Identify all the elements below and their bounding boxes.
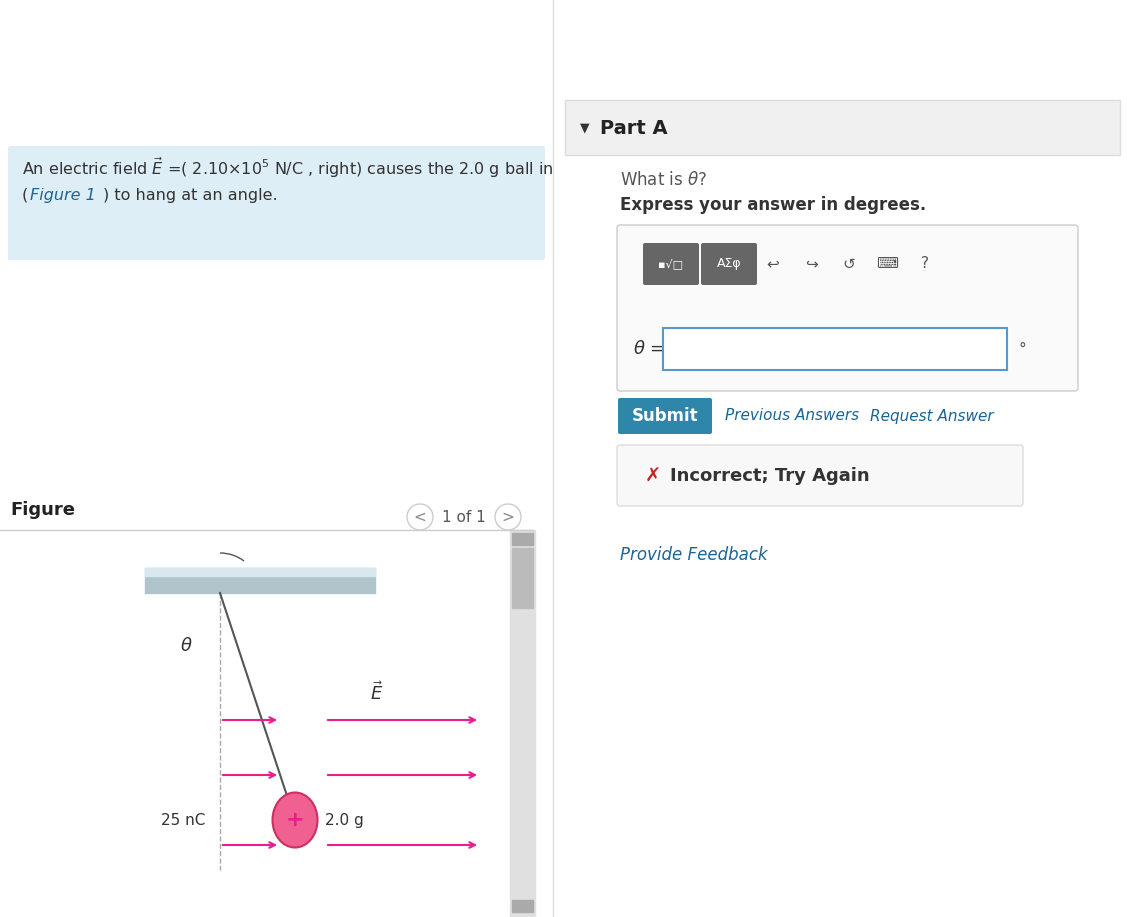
Text: >: > bbox=[502, 510, 514, 525]
Text: What is $\theta$?: What is $\theta$? bbox=[620, 171, 708, 189]
Bar bbox=[145, 568, 375, 593]
Text: Request Answer: Request Answer bbox=[870, 408, 994, 424]
Text: +: + bbox=[285, 810, 304, 830]
FancyBboxPatch shape bbox=[616, 445, 1023, 506]
FancyBboxPatch shape bbox=[616, 225, 1079, 391]
FancyBboxPatch shape bbox=[701, 243, 757, 285]
Text: Provide Feedback: Provide Feedback bbox=[620, 546, 767, 564]
Text: Figure: Figure bbox=[10, 501, 76, 519]
Text: ⌨: ⌨ bbox=[876, 257, 898, 271]
Text: Submit: Submit bbox=[632, 407, 699, 425]
Bar bbox=[512, 900, 533, 912]
Text: ✗: ✗ bbox=[645, 467, 662, 485]
Text: ?: ? bbox=[921, 257, 929, 271]
Bar bbox=[511, 530, 535, 917]
FancyBboxPatch shape bbox=[618, 398, 712, 434]
Text: ↺: ↺ bbox=[843, 257, 855, 271]
Text: An electric field $\vec{E}$ =( 2.10×10$^{5}$ N/C , right) causes the 2.0 g ball : An electric field $\vec{E}$ =( 2.10×10$^… bbox=[23, 156, 553, 180]
Text: $\theta$ =: $\theta$ = bbox=[633, 340, 665, 358]
Text: ) to hang at an angle.: ) to hang at an angle. bbox=[103, 188, 277, 203]
Text: $\vec{E}$: $\vec{E}$ bbox=[370, 681, 383, 704]
Text: Part A: Part A bbox=[600, 118, 667, 138]
Text: (: ( bbox=[23, 188, 28, 203]
Text: ▪√□: ▪√□ bbox=[658, 259, 684, 270]
Text: 25 nC: 25 nC bbox=[161, 813, 205, 828]
Text: <: < bbox=[414, 510, 426, 525]
Ellipse shape bbox=[273, 792, 318, 847]
Text: Figure 1: Figure 1 bbox=[30, 188, 96, 203]
Text: AΣφ: AΣφ bbox=[717, 258, 742, 271]
Bar bbox=[145, 568, 375, 576]
Text: 1 of 1: 1 of 1 bbox=[442, 510, 486, 525]
Bar bbox=[565, 100, 1120, 155]
FancyBboxPatch shape bbox=[644, 243, 699, 285]
Circle shape bbox=[495, 504, 521, 530]
Text: °: ° bbox=[1018, 341, 1026, 357]
Bar bbox=[512, 533, 533, 545]
Text: Incorrect; Try Again: Incorrect; Try Again bbox=[669, 467, 870, 485]
Text: ↪: ↪ bbox=[805, 257, 817, 271]
Text: ↩: ↩ bbox=[766, 257, 780, 271]
Text: Express your answer in degrees.: Express your answer in degrees. bbox=[620, 196, 926, 214]
FancyBboxPatch shape bbox=[8, 146, 545, 260]
Text: 2.0 g: 2.0 g bbox=[325, 813, 364, 828]
Circle shape bbox=[407, 504, 433, 530]
Bar bbox=[0, 530, 511, 917]
Bar bbox=[512, 548, 533, 608]
FancyBboxPatch shape bbox=[663, 328, 1008, 370]
Text: Previous Answers: Previous Answers bbox=[725, 408, 859, 424]
Text: $\theta$: $\theta$ bbox=[180, 637, 193, 655]
Text: ▼: ▼ bbox=[580, 121, 589, 135]
